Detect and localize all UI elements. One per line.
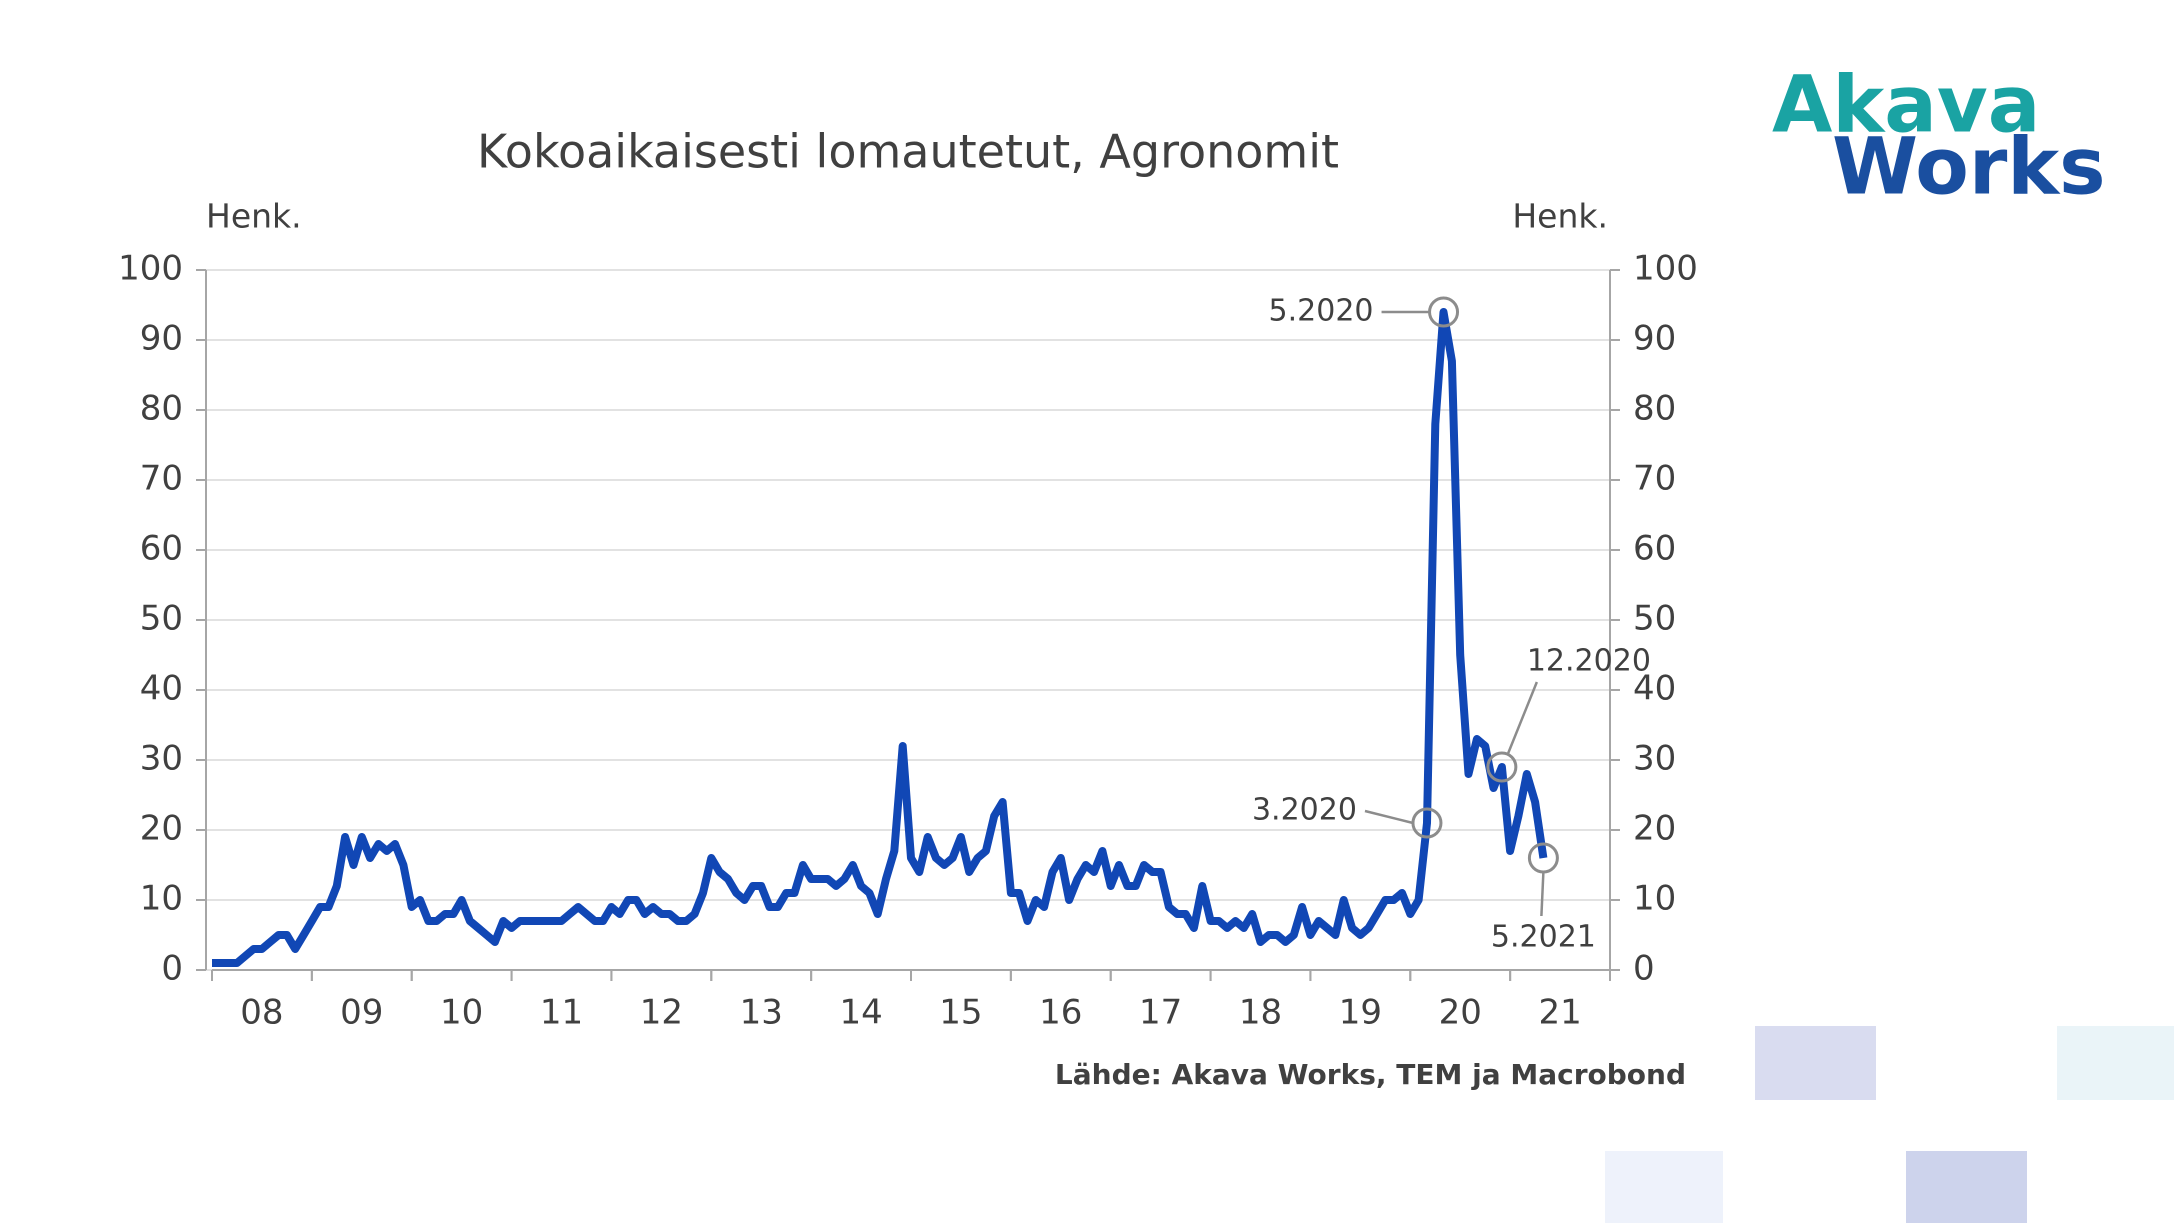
decor-square [1755, 1026, 1876, 1100]
x-tick-label: 10 [440, 993, 483, 1033]
annotation-leader [1506, 681, 1539, 755]
y2-axis-label: Henk. [1512, 197, 1608, 236]
y2-tick-label: 60 [1633, 529, 1676, 569]
x-tick-label: 13 [740, 993, 783, 1033]
annotation-label: 5.2021 [1491, 920, 1596, 955]
y-tick-label: 20 [140, 809, 183, 849]
y-tick-label: 40 [140, 669, 183, 709]
x-tick-label: 20 [1439, 993, 1482, 1033]
x-tick-label: 17 [1139, 993, 1182, 1033]
y2-tick-label: 50 [1633, 599, 1676, 639]
decor-square [1605, 1151, 1723, 1223]
chart-title: Kokoaikaisesti lomautetut, Agronomit [477, 125, 1339, 179]
y-axis-label: Henk. [206, 197, 302, 236]
x-tick-label: 18 [1239, 993, 1282, 1033]
x-tick-label: 14 [839, 993, 882, 1033]
y2-tick-label: 90 [1633, 319, 1676, 359]
y-tick-label: 0 [161, 949, 183, 989]
decor-square [1906, 1151, 2027, 1223]
annotation-label: 5.2020 [1269, 294, 1374, 329]
logo-bottom: Works [1832, 122, 2106, 212]
x-tick-label: 15 [939, 993, 982, 1033]
source-note: Lähde: Akava Works, TEM ja Macrobond [1055, 1058, 1686, 1091]
y-tick-label: 70 [140, 459, 183, 499]
annotation-leader [1540, 871, 1545, 917]
x-tick-label: 09 [340, 993, 383, 1033]
x-tick-label: 16 [1039, 993, 1082, 1033]
y-tick-label: 90 [140, 319, 183, 359]
y2-tick-label: 20 [1633, 809, 1676, 849]
y2-tick-label: 0 [1633, 949, 1655, 989]
annotation-circle [1486, 751, 1518, 783]
y2-tick-label: 10 [1633, 879, 1676, 919]
x-tick-label: 11 [540, 993, 583, 1033]
x-tick-label: 21 [1538, 993, 1581, 1033]
annotation-label: 3.2020 [1252, 793, 1357, 828]
y-tick-label: 30 [140, 739, 183, 779]
annotation-leader [1364, 809, 1414, 825]
y2-tick-label: 40 [1633, 669, 1676, 709]
y2-tick-label: 30 [1633, 739, 1676, 779]
y-tick-label: 100 [118, 249, 183, 289]
x-tick-label: 19 [1339, 993, 1382, 1033]
y2-tick-label: 70 [1633, 459, 1676, 499]
annotation-label: 12.2020 [1527, 644, 1651, 679]
y-tick-label: 60 [140, 529, 183, 569]
logo-top: Akava [1772, 60, 2040, 150]
y2-tick-label: 80 [1633, 389, 1676, 429]
x-tick-label: 12 [640, 993, 683, 1033]
y-tick-label: 50 [140, 599, 183, 639]
y-tick-label: 80 [140, 389, 183, 429]
decor-square [2057, 1026, 2174, 1100]
y2-tick-label: 100 [1633, 249, 1698, 289]
y-tick-label: 10 [140, 879, 183, 919]
x-tick-label: 08 [240, 993, 283, 1033]
data-line [212, 308, 1548, 967]
